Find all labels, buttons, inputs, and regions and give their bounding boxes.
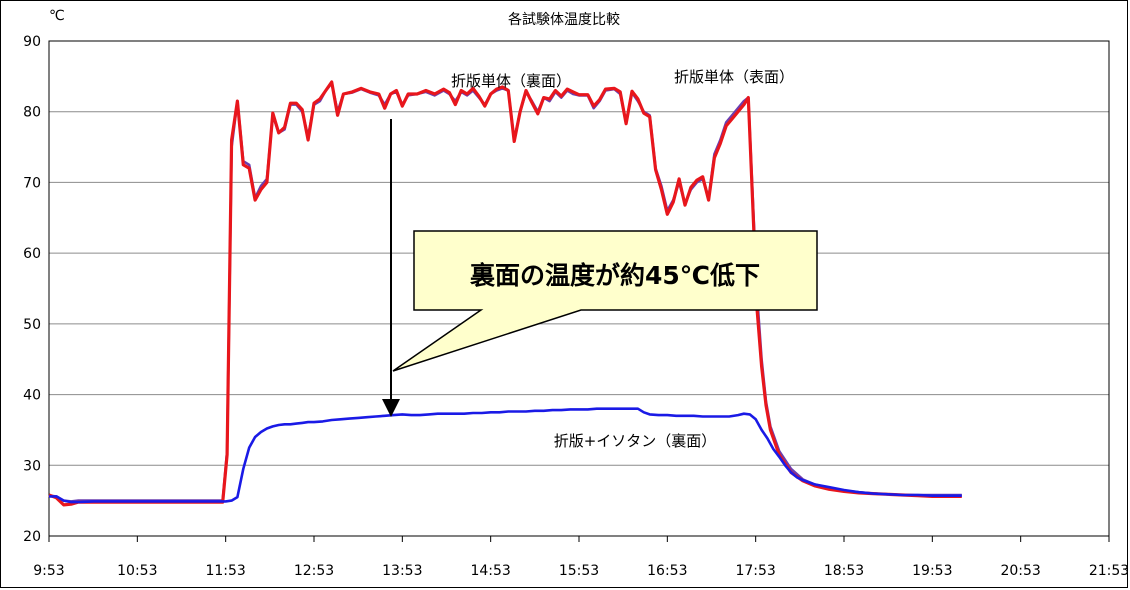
- x-tick-label: 14:53: [470, 563, 510, 579]
- x-tick-label: 11:53: [205, 563, 245, 579]
- y-tick-label: 70: [23, 175, 41, 191]
- x-tick-label: 20:53: [1000, 563, 1040, 579]
- y-tick-label: 50: [23, 317, 41, 333]
- y-axis-unit: ℃: [49, 8, 65, 24]
- x-tick-label: 15:53: [559, 563, 599, 579]
- series-label-front-plain: 折版単体（表面）: [674, 68, 794, 86]
- y-tick-label: 80: [23, 105, 41, 121]
- series-label-back-plain: 折版単体（裏面）: [451, 72, 571, 90]
- arrow-head: [382, 399, 400, 417]
- callout-text: 裏面の温度が約45℃低下: [469, 261, 760, 290]
- y-tick-label: 40: [23, 388, 41, 404]
- x-tick-label: 18:53: [824, 563, 864, 579]
- series-line: [49, 407, 962, 504]
- x-tick-label: 12:53: [294, 563, 334, 579]
- y-tick-label: 20: [23, 529, 41, 545]
- x-tick-label: 13:53: [382, 563, 422, 579]
- series-line: [48, 80, 962, 507]
- y-tick-label: 60: [23, 246, 41, 262]
- callout-box: [392, 230, 818, 372]
- x-tick-label: 21:53: [1089, 563, 1129, 579]
- callout: 裏面の温度が約45℃低下: [392, 230, 818, 372]
- x-tick-label: 9:53: [33, 563, 64, 579]
- drop-arrow: [382, 119, 400, 417]
- x-tick-label: 16:53: [647, 563, 687, 579]
- x-tick-label: 19:53: [912, 563, 952, 579]
- series-label-isotan: 折版+イソタン（裏面）: [554, 432, 717, 450]
- x-tick-label: 10:53: [117, 563, 157, 579]
- tick-labels: 20 30 40 50 60 70 80 90 9:53 10:53 11:53 12:53 13:53…: [23, 34, 1129, 579]
- chart-title: 各試験体温度比較: [508, 12, 620, 28]
- series-group: [48, 80, 962, 507]
- x-tick-label: 17:53: [735, 563, 775, 579]
- y-tick-label: 30: [23, 458, 41, 474]
- y-tick-label: 90: [23, 34, 41, 50]
